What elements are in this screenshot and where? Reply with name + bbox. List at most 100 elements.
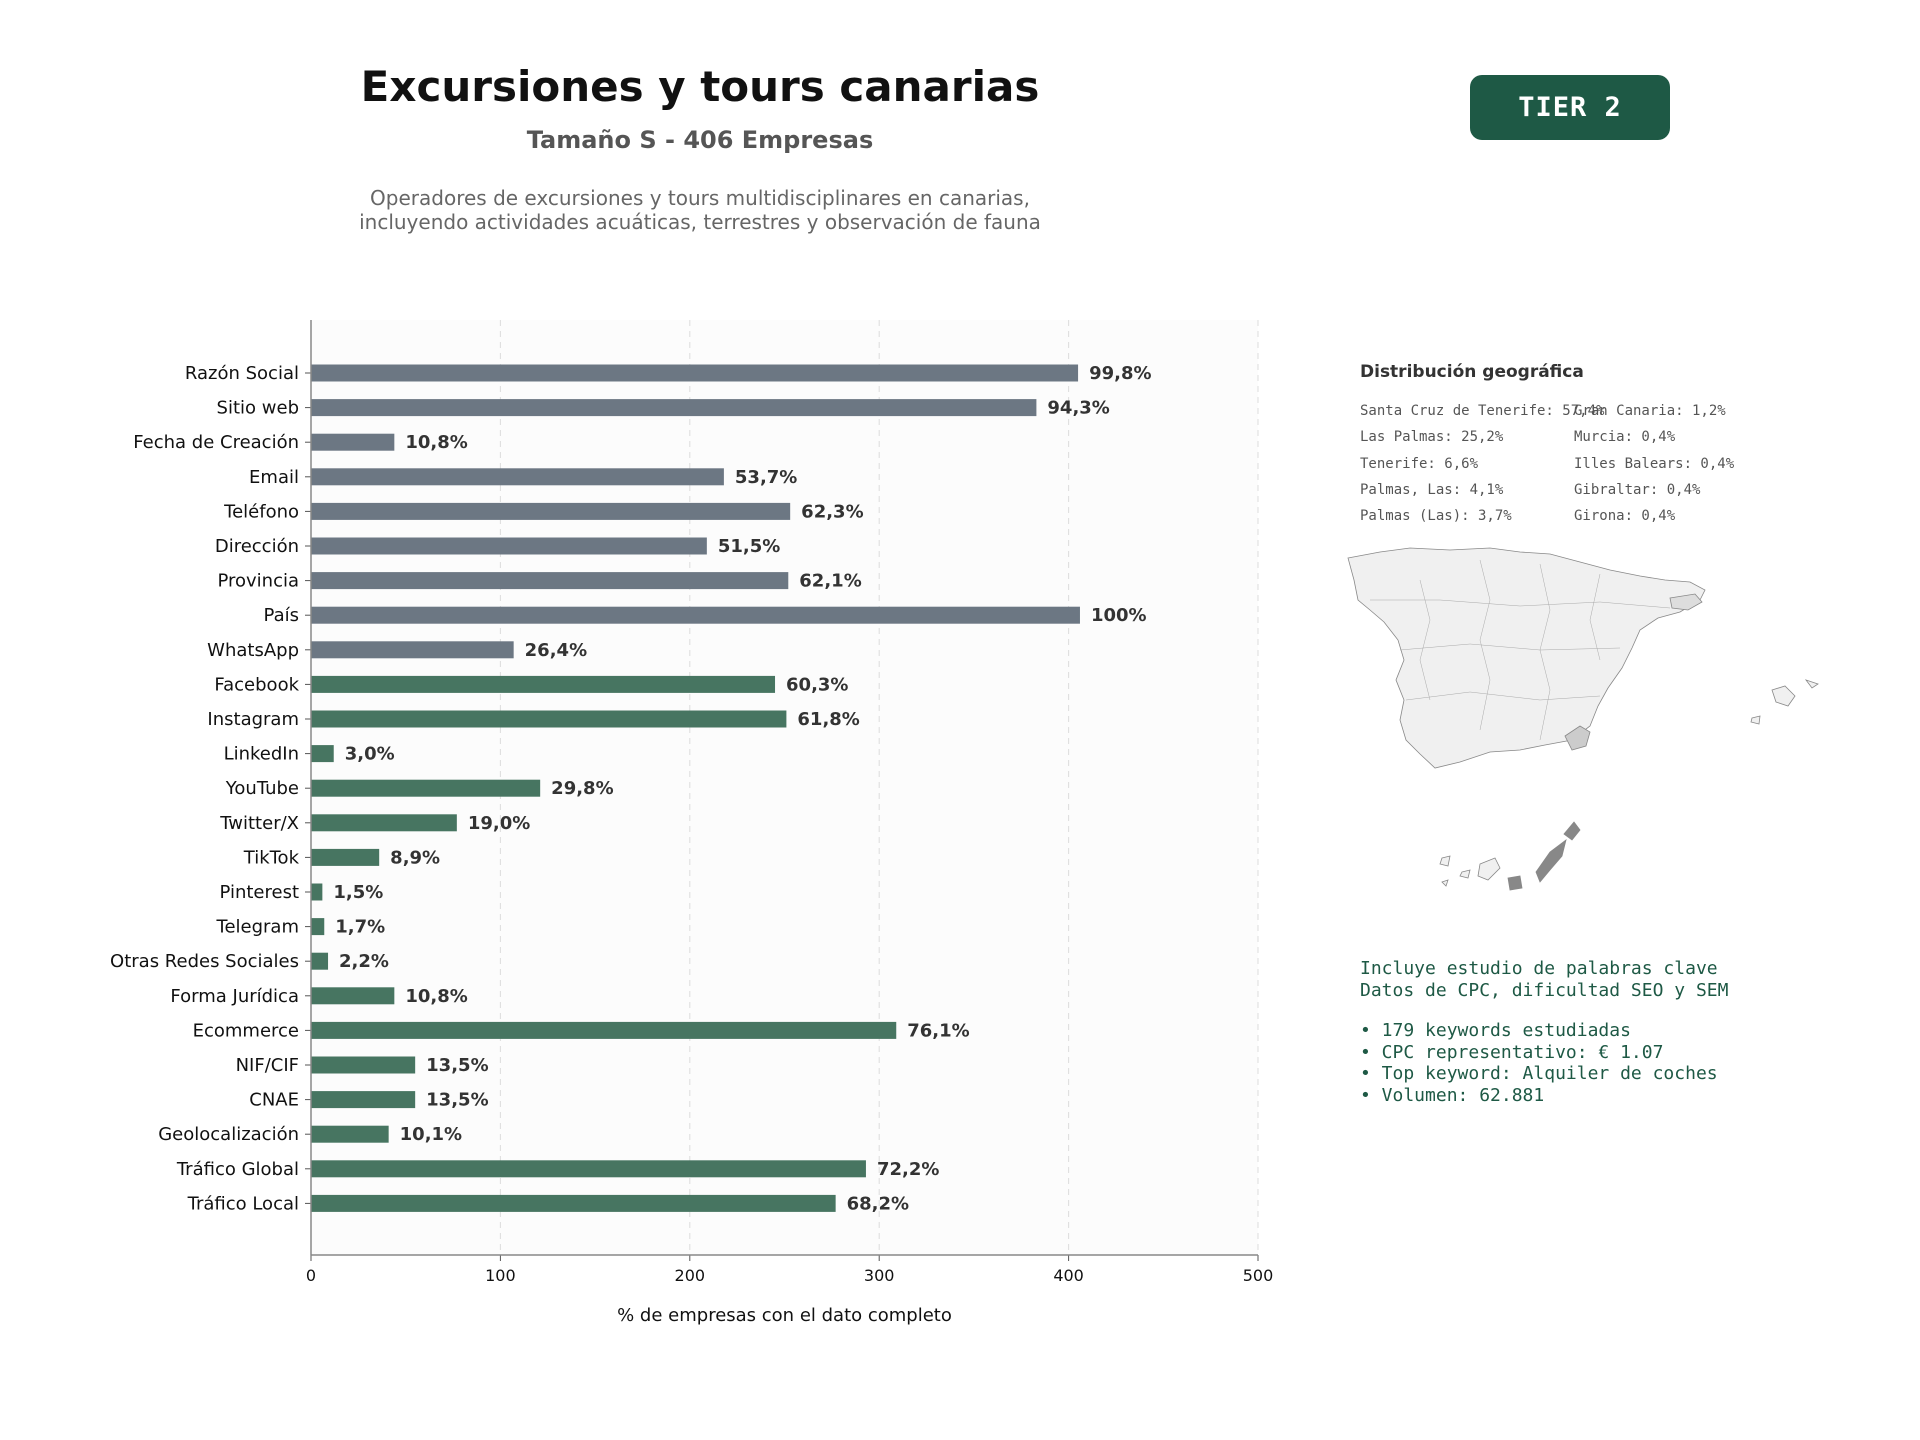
keyword-bullet: • 179 keywords estudiadas (1360, 1020, 1728, 1042)
y-tick-label: NIF/CIF (236, 1055, 299, 1076)
data-label: 3,0% (345, 744, 395, 765)
geo-item: Tenerife: 6,6% (1360, 451, 1604, 477)
y-tick-label: Facebook (214, 674, 299, 695)
data-label: 13,5% (426, 1055, 488, 1076)
x-tick-label: 100 (485, 1266, 516, 1285)
x-tick-label: 200 (675, 1266, 706, 1285)
canary-island (1478, 858, 1500, 880)
data-label: 10,8% (405, 432, 467, 453)
bar (311, 849, 379, 866)
data-label: 99,8% (1089, 363, 1151, 384)
y-tick-label: CNAE (249, 1090, 299, 1111)
y-tick-label: Provincia (217, 571, 299, 592)
canary-island-fuerteventura (1536, 840, 1566, 882)
geo-item: Las Palmas: 25,2% (1360, 424, 1604, 450)
bar (311, 607, 1080, 624)
x-tick-label: 500 (1243, 1266, 1274, 1285)
canary-island-gran-canaria (1508, 876, 1522, 890)
geo-item: Santa Cruz de Tenerife: 57,4% (1360, 398, 1604, 424)
y-tick-label: Teléfono (223, 501, 299, 522)
canary-island (1460, 870, 1470, 878)
geo-item: Gibraltar: 0,4% (1574, 477, 1734, 503)
mainland-region (1348, 548, 1705, 768)
y-tick-label: Telegram (216, 917, 299, 938)
geo-item: Illes Balears: 0,4% (1574, 451, 1734, 477)
x-tick-label: 300 (864, 1266, 895, 1285)
bar (311, 884, 322, 901)
x-axis-label: % de empresas con el dato completo (617, 1305, 952, 1326)
data-label: 62,1% (799, 571, 861, 592)
bar (311, 503, 790, 520)
keyword-study-block: Incluye estudio de palabras clave Datos … (1360, 958, 1728, 1106)
keyword-intro-line: Datos de CPC, dificultad SEO y SEM (1360, 980, 1728, 1002)
balearic-islands (1806, 680, 1818, 688)
geo-item: Girona: 0,4% (1574, 503, 1734, 529)
data-label: 72,2% (877, 1159, 939, 1180)
y-tick-label: LinkedIn (224, 744, 299, 765)
bar (311, 953, 328, 970)
y-tick-label: Tráfico Global (176, 1159, 299, 1180)
canary-island (1440, 856, 1450, 866)
data-label: 1,5% (333, 882, 383, 903)
y-tick-label: Forma Jurídica (170, 986, 299, 1007)
data-label: 61,8% (797, 709, 859, 730)
bar (311, 572, 788, 589)
y-tick-label: Otras Redes Sociales (110, 951, 299, 972)
geo-item: Palmas, Las: 4,1% (1360, 477, 1604, 503)
y-tick-label: País (264, 605, 299, 626)
bar (311, 1160, 866, 1177)
geo-distribution-title: Distribución geográfica (1360, 362, 1584, 382)
y-tick-label: YouTube (225, 778, 299, 799)
description-line-1: Operadores de excursiones y tours multid… (0, 186, 1400, 210)
y-tick-label: Geolocalización (158, 1124, 299, 1145)
geo-list-col1: Santa Cruz de Tenerife: 57,4% Las Palmas… (1360, 398, 1604, 529)
bar (311, 711, 786, 728)
data-label: 8,9% (390, 847, 440, 868)
description-line-2: incluyendo actividades acuáticas, terres… (0, 210, 1400, 234)
bar (311, 365, 1078, 382)
bar (311, 676, 775, 693)
data-label: 51,5% (718, 536, 780, 557)
data-label: 1,7% (335, 917, 385, 938)
bar (311, 468, 724, 485)
data-label: 53,7% (735, 467, 797, 488)
page-description: Operadores de excursiones y tours multid… (0, 186, 1400, 234)
bar (311, 918, 324, 935)
y-tick-label: Pinterest (219, 882, 299, 903)
page-subtitle: Tamaño S - 406 Empresas (0, 126, 1400, 154)
spain-province-map (1340, 540, 1860, 920)
y-tick-label: Sitio web (217, 398, 299, 419)
data-label: 68,2% (847, 1193, 909, 1214)
y-tick-label: Fecha de Creación (133, 432, 299, 453)
bar (311, 1057, 415, 1074)
data-label: 10,8% (405, 986, 467, 1007)
y-tick-label: Ecommerce (193, 1020, 299, 1041)
canary-island-lanzarote (1564, 822, 1580, 840)
y-tick-label: WhatsApp (207, 640, 299, 661)
bar (311, 399, 1036, 416)
geo-list-col2: Gran Canaria: 1,2% Murcia: 0,4% Illes Ba… (1574, 398, 1734, 529)
geo-item: Palmas (Las): 3,7% (1360, 503, 1604, 529)
bar (311, 1022, 896, 1039)
x-tick-label: 400 (1053, 1266, 1084, 1285)
tier-badge: TIER 2 (1470, 75, 1670, 140)
geo-item: Gran Canaria: 1,2% (1574, 398, 1734, 424)
data-label: 29,8% (551, 778, 613, 799)
y-tick-label: Razón Social (185, 363, 299, 384)
page-title: Excursiones y tours canarias (0, 62, 1400, 111)
y-tick-label: Dirección (215, 536, 299, 557)
bar (311, 1091, 415, 1108)
data-label: 19,0% (468, 813, 530, 834)
keyword-bullet: • Top keyword: Alquiler de coches (1360, 1063, 1728, 1085)
y-tick-label: Tráfico Local (187, 1193, 299, 1214)
data-label: 13,5% (426, 1090, 488, 1111)
bar (311, 987, 394, 1004)
data-label: 62,3% (801, 501, 863, 522)
bar (311, 1126, 389, 1143)
keyword-intro-line: Incluye estudio de palabras clave (1360, 958, 1728, 980)
bar (311, 641, 514, 658)
data-label: 60,3% (786, 674, 848, 695)
keyword-bullet: • Volumen: 62.881 (1360, 1085, 1728, 1107)
bar (311, 434, 394, 451)
y-tick-label: Twitter/X (219, 813, 299, 834)
